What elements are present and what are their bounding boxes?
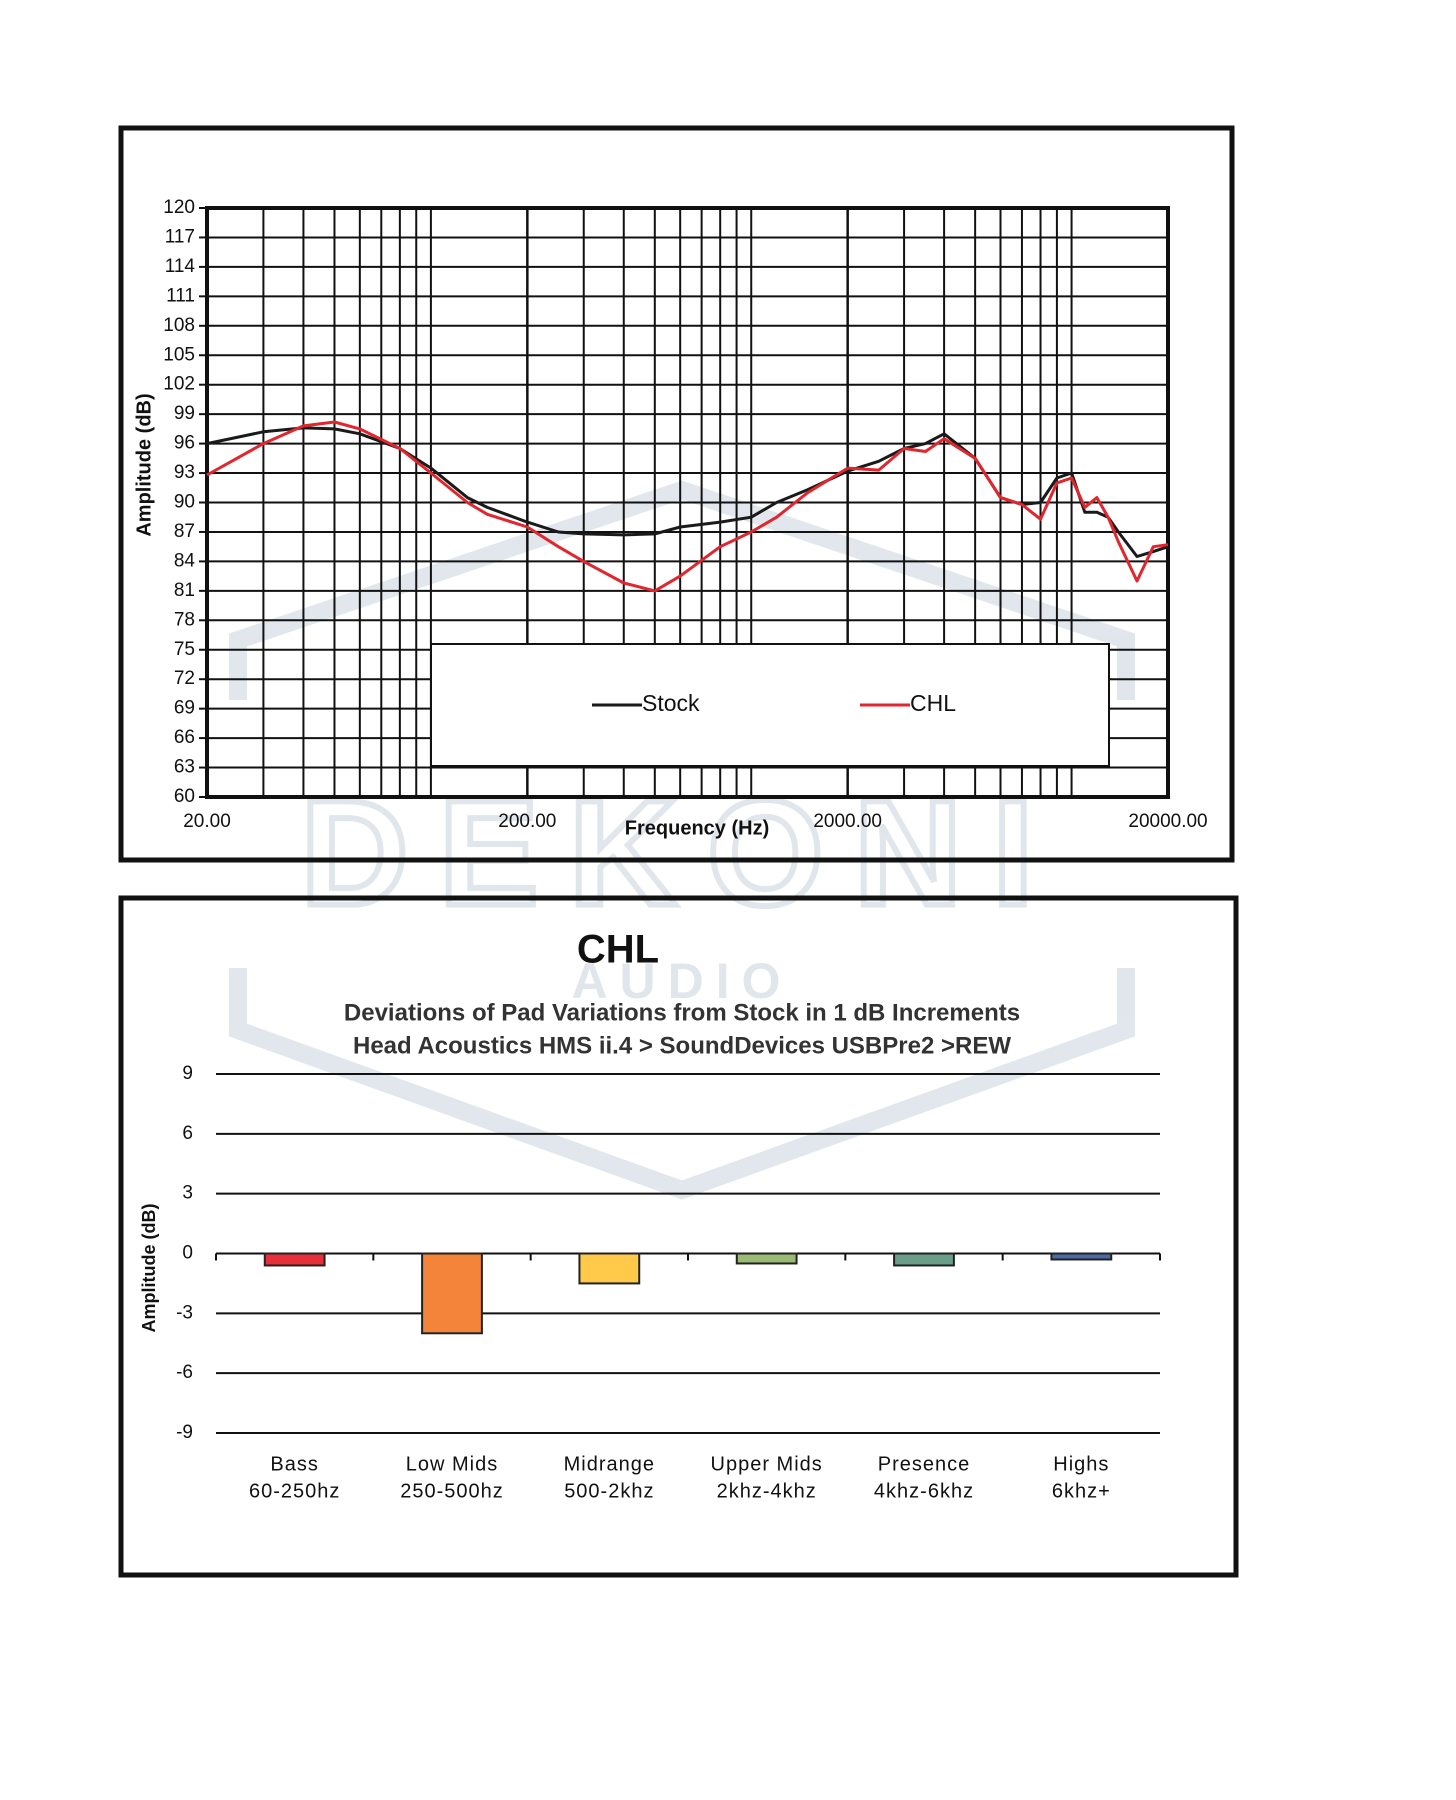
y-tick-label: 3 (182, 1183, 193, 1204)
x-tick-label: 20000.00 (1128, 811, 1207, 832)
series-line (206, 420, 1169, 593)
x-tick-label: 2000.00 (813, 811, 882, 832)
chart-subtitle: Head Acoustics HMS ii.4 > SoundDevices U… (353, 1032, 1011, 1059)
x-tick-label: Presence (878, 1453, 971, 1475)
bar (1050, 1252, 1113, 1261)
y-tick-label: 90 (174, 492, 195, 513)
bar (578, 1252, 641, 1285)
series-line (206, 426, 1169, 558)
y-tick-label: 75 (174, 639, 195, 660)
x-tick-label: Midrange (564, 1453, 655, 1475)
y-tick-label: 69 (174, 698, 195, 719)
bar (263, 1252, 326, 1267)
y-tick-label: 114 (165, 256, 196, 277)
x-tick-label: 200.00 (498, 811, 556, 832)
y-tick-label: 78 (174, 609, 195, 630)
bottom-frame (118, 895, 1239, 1578)
legend-label: CHL (910, 690, 956, 716)
bar (893, 1252, 955, 1267)
x-tick-label: 6khz+ (1052, 1480, 1111, 1502)
y-tick-label: 81 (174, 580, 195, 601)
watermark-base (229, 968, 1135, 1200)
y-tick-label: 87 (174, 521, 195, 542)
y-tick-label: 99 (174, 403, 195, 424)
y-tick-label: -6 (176, 1362, 193, 1383)
y-tick-label: 84 (174, 550, 196, 571)
y-tick-label: 9 (182, 1063, 193, 1084)
chart-subtitle: Deviations of Pad Variations from Stock … (344, 999, 1020, 1026)
x-tick-label: Low Mids (406, 1453, 498, 1475)
y-tick-label: 117 (165, 226, 195, 247)
y-tick-label: 96 (174, 433, 195, 454)
y-tick-label: 6 (182, 1123, 193, 1144)
legend (430, 643, 1110, 767)
x-tick-label: 60-250hz (249, 1480, 340, 1502)
x-tick-label: 20.00 (183, 811, 231, 832)
y-axis-label: Amplitude (dB) (133, 393, 155, 536)
x-tick-label: Highs (1053, 1453, 1109, 1475)
legend-label: Stock (642, 690, 700, 716)
y-tick-label: -3 (176, 1302, 193, 1323)
x-tick-label: Bass (270, 1453, 318, 1475)
watermark-text: DEKONI (300, 769, 1063, 937)
y-tick-label: 93 (174, 462, 195, 483)
y-tick-label: 63 (174, 757, 195, 778)
bar (421, 1252, 483, 1335)
watermark-subtext: AUDIO (571, 953, 792, 1009)
y-tick-label: 111 (166, 285, 195, 306)
x-tick-label: 4khz-6khz (874, 1480, 974, 1502)
top-frame (118, 125, 1235, 863)
y-tick-label: 102 (163, 374, 195, 395)
y-tick-label: 72 (174, 668, 195, 689)
y-tick-label: 120 (163, 197, 195, 218)
x-tick-label: 2khz-4khz (717, 1480, 817, 1502)
x-tick-label: 500-2khz (564, 1480, 654, 1502)
x-tick-label: 250-500hz (400, 1480, 504, 1502)
x-tick-label: Upper Mids (711, 1453, 823, 1475)
y-tick-label: 105 (163, 344, 195, 365)
chart-title: CHL (577, 928, 659, 972)
watermark-roof (229, 480, 1135, 700)
y-tick-label: 0 (182, 1243, 193, 1264)
y-tick-label: 108 (163, 315, 195, 336)
y-tick-label: -9 (176, 1422, 193, 1443)
watermark: DEKONI AUDIO (229, 480, 1135, 1200)
y-tick-label: 60 (174, 786, 195, 807)
bar (735, 1252, 798, 1265)
y-axis-label: Amplitude (dB) (139, 1204, 159, 1333)
y-tick-label: 66 (174, 727, 195, 748)
x-axis-label: Frequency (Hz) (625, 817, 769, 839)
